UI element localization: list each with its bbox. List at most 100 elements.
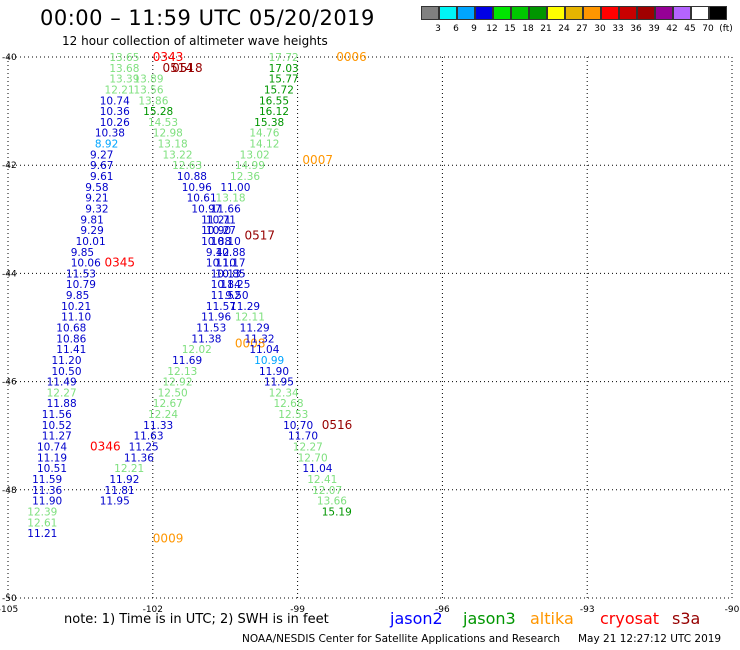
wave-height-label: 12.39 bbox=[27, 506, 57, 518]
wave-height-label: 11.56 bbox=[42, 409, 72, 421]
wave-height-label: 15.72 bbox=[264, 84, 294, 96]
page-title: 00:00 – 11:59 UTC 05/20/2019 bbox=[40, 6, 375, 30]
pass-time-label: 0007 bbox=[302, 153, 333, 167]
wave-height-label: 11.49 bbox=[47, 377, 77, 389]
wave-height-label: 11.25 bbox=[129, 442, 159, 454]
color-scale-label: 15 bbox=[504, 24, 516, 34]
color-scale-label: 3 bbox=[435, 24, 441, 34]
wave-height-label: 12.92 bbox=[162, 377, 192, 389]
wave-height-label: 12.50 bbox=[158, 387, 188, 399]
wave-height-label: 11.92 bbox=[109, 474, 139, 486]
wave-height-label: 13.65 bbox=[109, 52, 139, 64]
color-scale-label: 6 bbox=[453, 24, 459, 34]
wave-height-label: 12.41 bbox=[307, 474, 337, 486]
x-tick-label: -105 bbox=[0, 605, 18, 615]
wave-height-label: 11.90 bbox=[259, 366, 289, 378]
wave-height-label: 9.81 bbox=[80, 214, 103, 226]
wave-height-label: 11.90 bbox=[32, 496, 62, 508]
wave-height-label: 10.10 bbox=[211, 236, 241, 248]
wave-height-label: 9.29 bbox=[80, 225, 103, 237]
wave-height-label: 11.57 bbox=[206, 301, 236, 313]
color-scale-label: 70 bbox=[702, 24, 714, 34]
color-swatch bbox=[619, 6, 637, 20]
wave-height-label: 11.69 bbox=[172, 355, 202, 367]
wave-height-label: 10.50 bbox=[51, 366, 81, 378]
wave-height-label: 12.21 bbox=[105, 84, 135, 96]
wave-height-label: 12.53 bbox=[278, 409, 308, 421]
wave-height-label: 11.19 bbox=[37, 452, 67, 464]
wave-height-label: 11.21 bbox=[27, 528, 57, 540]
wave-height-label: 12.24 bbox=[148, 409, 178, 421]
wave-height-label: 14.76 bbox=[249, 128, 279, 140]
wave-height-label: 15.28 bbox=[143, 106, 173, 118]
wave-height-label: 14.99 bbox=[235, 160, 265, 172]
wave-height-label: 9.85 bbox=[66, 290, 89, 302]
wave-height-label: 17.72 bbox=[269, 52, 299, 64]
y-tick-label: -50 bbox=[2, 594, 17, 604]
wave-height-label: 13.22 bbox=[162, 149, 192, 161]
wave-height-label: 11.33 bbox=[143, 420, 173, 432]
wave-height-label: 11.25 bbox=[220, 279, 250, 291]
wave-height-label: 10.26 bbox=[100, 117, 130, 129]
legend-entry-cryosat: cryosat bbox=[600, 609, 660, 628]
color-swatch bbox=[565, 6, 583, 20]
wave-height-label: 10.90 bbox=[201, 225, 231, 237]
wave-height-label: 8.92 bbox=[95, 139, 118, 151]
pass-time-label: 0518 bbox=[172, 61, 203, 75]
wave-height-label: 11.53 bbox=[66, 268, 96, 280]
wave-height-label: 11.17 bbox=[216, 258, 246, 270]
wave-height-label: 10.61 bbox=[187, 193, 217, 205]
color-scale-label: 36 bbox=[630, 24, 642, 34]
wave-height-label: 11.27 bbox=[42, 431, 72, 443]
wave-height-label: 9.61 bbox=[90, 171, 113, 183]
wave-height-label: 11.21 bbox=[201, 214, 231, 226]
wave-height-label: 10.97 bbox=[191, 203, 221, 215]
wave-height-label: 16.12 bbox=[259, 106, 289, 118]
wave-height-label: 10.79 bbox=[66, 279, 96, 291]
wave-height-label: 13.56 bbox=[133, 84, 163, 96]
wave-height-label: 11.52 bbox=[211, 290, 241, 302]
color-scale-label: 18 bbox=[522, 24, 534, 34]
wave-height-label: 12.70 bbox=[298, 452, 328, 464]
wave-height-label: 13.02 bbox=[240, 149, 270, 161]
wave-height-label: 11.63 bbox=[133, 431, 163, 443]
color-swatch bbox=[601, 6, 619, 20]
wave-height-label: 10.52 bbox=[42, 420, 72, 432]
wave-height-label: 15.19 bbox=[322, 506, 352, 518]
wave-height-label: 10.85 bbox=[216, 268, 246, 280]
wave-height-label: 13.18 bbox=[158, 139, 188, 151]
wave-height-label: 11.95 bbox=[264, 377, 294, 389]
wave-height-label: 11.04 bbox=[249, 344, 279, 356]
wave-height-label: 9.50 bbox=[225, 290, 248, 302]
wave-height-label: 13.86 bbox=[138, 95, 168, 107]
wave-height-label: 11.10 bbox=[61, 312, 91, 324]
color-swatch bbox=[709, 6, 727, 20]
wave-height-label: 10.99 bbox=[254, 355, 284, 367]
wave-height-label: 10.27 bbox=[206, 225, 236, 237]
wave-height-label: 11.53 bbox=[196, 323, 226, 335]
color-scale-label: (ft) bbox=[719, 24, 733, 34]
wave-height-label: 11.36 bbox=[32, 485, 62, 497]
wave-height-label: 11.04 bbox=[302, 463, 332, 475]
wave-height-label: 12.36 bbox=[230, 171, 260, 183]
wave-height-label: 10.84 bbox=[211, 279, 241, 291]
credit-text: NOAA/NESDIS Center for Satellite Applica… bbox=[242, 633, 560, 645]
color-scale-label: 30 bbox=[594, 24, 606, 34]
wave-height-label: 12.07 bbox=[312, 485, 342, 497]
wave-height-label: 13.66 bbox=[317, 496, 347, 508]
color-swatch bbox=[691, 6, 709, 20]
wave-height-label: 14.12 bbox=[249, 139, 279, 151]
generated-timestamp: May 21 12:27:12 UTC 2019 bbox=[578, 633, 722, 645]
color-scale-label: 21 bbox=[540, 24, 552, 34]
wave-height-label: 10.68 bbox=[56, 323, 86, 335]
color-swatch bbox=[637, 6, 655, 20]
x-tick-label: -93 bbox=[580, 605, 595, 615]
wave-height-label: 12.11 bbox=[235, 312, 265, 324]
pass-time-label: 0345 bbox=[105, 256, 136, 270]
wave-height-label: 10.88 bbox=[201, 236, 231, 248]
color-swatch bbox=[475, 6, 493, 20]
wave-height-label: 9.27 bbox=[90, 149, 113, 161]
y-tick-label: -42 bbox=[2, 161, 17, 171]
wave-height-label: 11.36 bbox=[124, 452, 154, 464]
wave-height-label: 9.21 bbox=[85, 193, 108, 205]
